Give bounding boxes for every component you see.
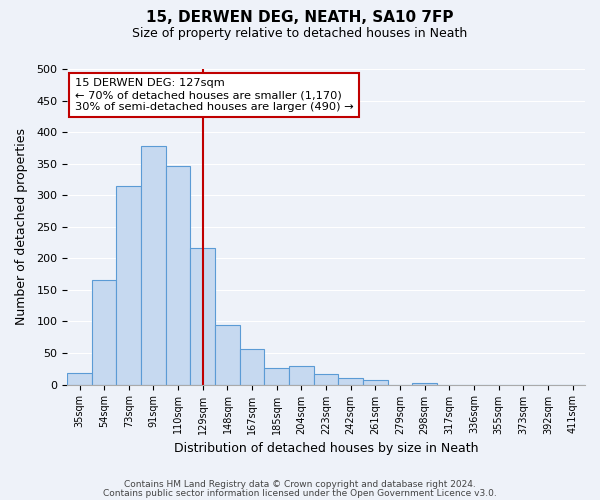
Bar <box>116 186 141 384</box>
Bar <box>265 368 289 384</box>
X-axis label: Distribution of detached houses by size in Neath: Distribution of detached houses by size … <box>174 442 478 455</box>
Bar <box>289 366 314 384</box>
Text: Size of property relative to detached houses in Neath: Size of property relative to detached ho… <box>133 28 467 40</box>
Bar <box>67 373 92 384</box>
Text: 15, DERWEN DEG, NEATH, SA10 7FP: 15, DERWEN DEG, NEATH, SA10 7FP <box>146 10 454 25</box>
Bar <box>190 248 215 384</box>
Text: Contains HM Land Registry data © Crown copyright and database right 2024.: Contains HM Land Registry data © Crown c… <box>124 480 476 489</box>
Y-axis label: Number of detached properties: Number of detached properties <box>15 128 28 326</box>
Text: 15 DERWEN DEG: 127sqm
← 70% of detached houses are smaller (1,170)
30% of semi-d: 15 DERWEN DEG: 127sqm ← 70% of detached … <box>75 78 353 112</box>
Bar <box>338 378 363 384</box>
Bar <box>141 146 166 384</box>
Bar <box>166 166 190 384</box>
Text: Contains public sector information licensed under the Open Government Licence v3: Contains public sector information licen… <box>103 488 497 498</box>
Bar <box>240 348 265 384</box>
Bar <box>363 380 388 384</box>
Bar <box>215 324 240 384</box>
Bar <box>314 374 338 384</box>
Bar <box>92 280 116 384</box>
